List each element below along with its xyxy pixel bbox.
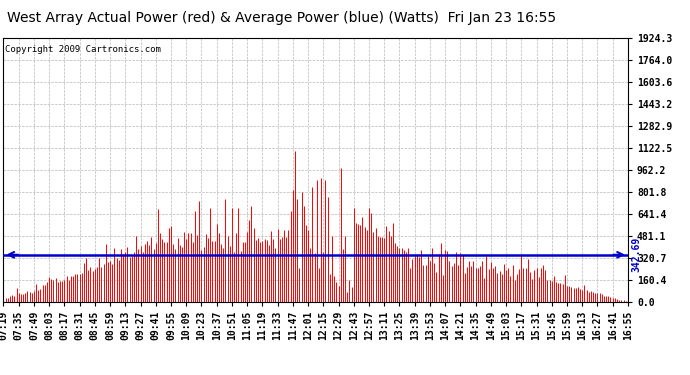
Text: 342.69: 342.69: [631, 237, 641, 272]
Text: Copyright 2009 Cartronics.com: Copyright 2009 Cartronics.com: [5, 45, 161, 54]
Text: West Array Actual Power (red) & Average Power (blue) (Watts)  Fri Jan 23 16:55: West Array Actual Power (red) & Average …: [7, 11, 556, 25]
